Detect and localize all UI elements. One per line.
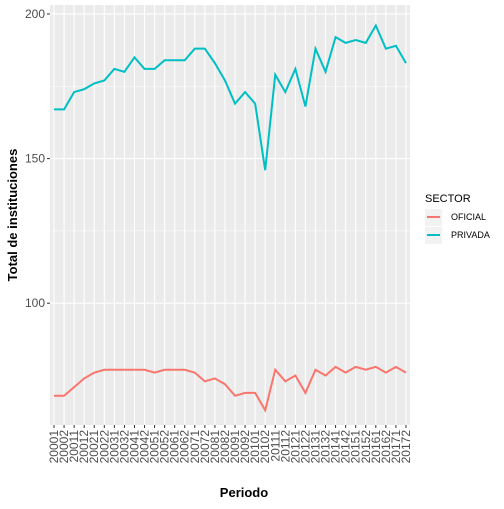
y-tick-label: 150 [25,152,45,166]
legend-label: OFICIAL [451,212,486,222]
x-tick-label: 20102 [258,430,272,464]
x-tick-label: 20022 [97,430,111,464]
x-tick-label: 20001 [47,430,61,464]
x-tick-label: 20121 [288,430,302,464]
x-tick-label: 20092 [238,430,252,464]
x-tick-label: 20111 [268,430,282,462]
x-axis-label: Periodo [220,485,268,500]
x-tick-label: 20151 [349,430,363,464]
y-axis-label: Total de instituciones [5,149,20,282]
x-tick-label: 20062 [178,430,192,464]
y-tick-label: 100 [25,296,45,310]
x-tick-label: 20052 [158,430,172,464]
x-tick-label: 20112 [278,430,292,463]
line [54,365,407,413]
x-tick-label: 20031 [107,430,121,464]
x-tick-label: 20161 [369,430,383,464]
x-tick-label: 20142 [339,430,353,464]
x-tick-label: 20152 [359,430,373,464]
x-tick-label: 20131 [308,430,322,464]
x-tick-label: 20141 [329,430,343,464]
x-tick-label: 20091 [228,430,242,464]
x-tick-label: 20002 [57,430,71,464]
y-tick-label: 200 [25,7,45,21]
x-tick-label: 20082 [218,430,232,464]
x-tick-label: 20021 [87,430,101,464]
x-tick-label: 20032 [117,430,131,464]
x-tick-label: 20042 [138,430,152,464]
x-tick-label: 20061 [168,430,182,464]
x-tick-label: 20122 [298,430,312,464]
legend-title: SECTOR [425,193,471,205]
x-tick-label: 20012 [77,430,91,464]
legend-label: PRIVADA [451,230,490,240]
x-tick-label: 20162 [379,430,393,464]
x-tick-label: 20101 [248,430,262,464]
x-tick-label: 20071 [188,430,202,464]
line [54,23,407,171]
x-tick-label: 20081 [208,430,222,464]
x-tick-label: 20171 [389,430,403,464]
x-tick-label: 20051 [148,430,162,464]
x-tick-label: 20132 [319,430,333,464]
x-tick-label: 20041 [127,430,141,464]
x-tick-label: 20172 [399,430,413,464]
x-tick-label: 20011 [67,430,81,463]
x-tick-label: 20072 [198,430,212,464]
